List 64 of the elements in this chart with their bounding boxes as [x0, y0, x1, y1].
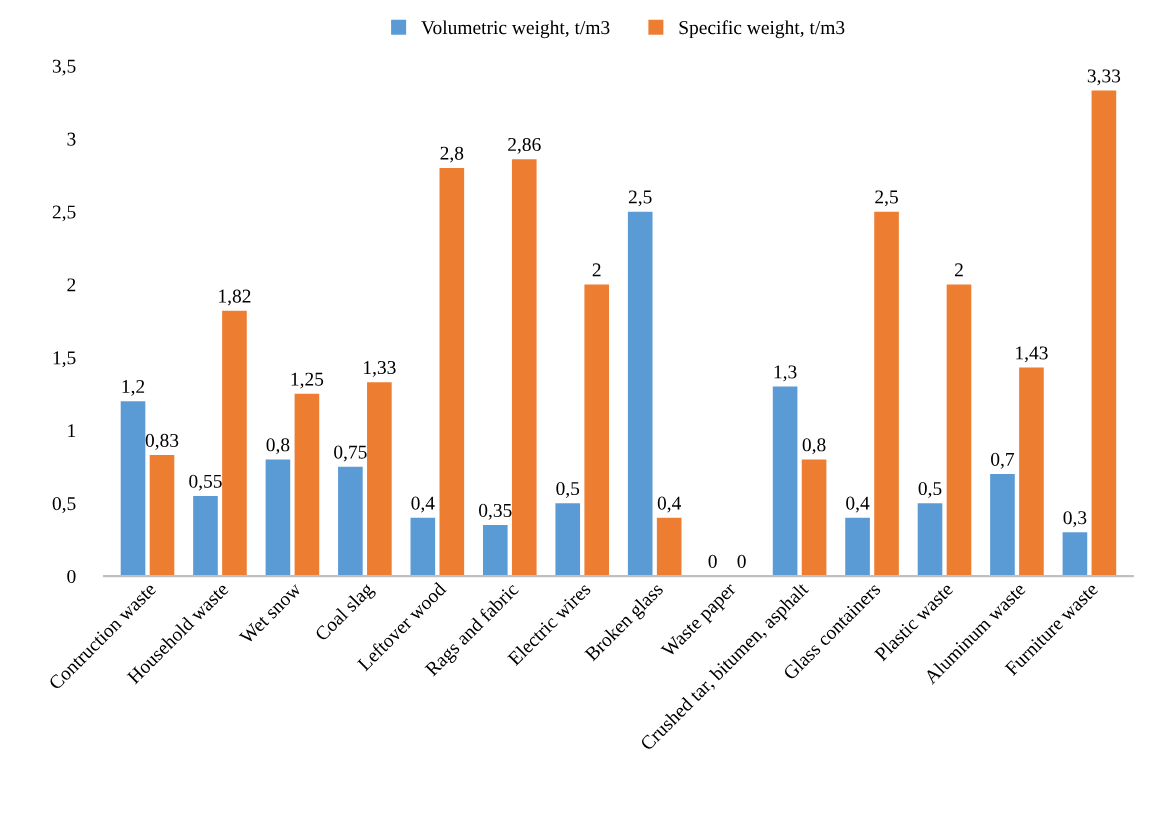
bar — [946, 284, 972, 577]
data-label: 0 — [737, 554, 746, 568]
bar — [338, 466, 363, 577]
bar — [584, 284, 610, 577]
legend-label: Volumetric weight, t/m3 — [421, 20, 610, 39]
bar — [772, 386, 798, 577]
bar — [917, 503, 943, 577]
data-label: 1,33 — [364, 361, 396, 377]
bar — [410, 517, 436, 577]
bar — [1062, 532, 1088, 577]
data-label: 0,8 — [802, 438, 826, 455]
bar — [1091, 90, 1117, 577]
data-label: 2 — [592, 263, 601, 277]
bar — [1019, 367, 1044, 577]
data-label: 0,75 — [334, 445, 367, 462]
data-label: 2,5 — [628, 190, 652, 207]
bar — [120, 401, 146, 577]
bar — [193, 495, 218, 577]
data-label: 0,5 — [556, 481, 580, 498]
data-label: 0,35 — [479, 503, 512, 520]
data-label: 0,4 — [657, 496, 682, 513]
legend-label: Specific weight, t/m3 — [679, 20, 845, 39]
y-tick-label: 1,5 — [53, 351, 76, 368]
data-label: 1,3 — [774, 365, 797, 382]
data-label: 0,83 — [145, 433, 179, 450]
y-tick-label: 2,5 — [52, 205, 76, 222]
bar — [656, 517, 682, 577]
data-label: 2,5 — [875, 190, 898, 207]
data-label: 0 — [708, 554, 717, 568]
bar — [555, 503, 581, 577]
data-label: 1,2 — [122, 379, 145, 396]
bar — [265, 459, 291, 577]
data-label: 0,4 — [411, 496, 435, 513]
data-label: 2,86 — [508, 137, 541, 154]
data-label: 3,33 — [1087, 69, 1121, 86]
data-label: 1,25 — [291, 372, 324, 389]
y-tick-label: 1 — [68, 424, 76, 438]
data-label: 0,8 — [266, 438, 290, 455]
bar — [990, 474, 1015, 577]
bar — [801, 459, 827, 577]
data-label: 0,7 — [991, 452, 1015, 469]
y-tick-label: 0,5 — [52, 497, 76, 513]
data-label: 0,3 — [1063, 511, 1087, 528]
data-label: 0,4 — [846, 496, 870, 513]
bar — [222, 310, 247, 577]
bar — [149, 455, 175, 577]
bar — [294, 393, 320, 577]
y-tick-label: 3 — [67, 132, 76, 146]
data-label: 2,8 — [440, 146, 464, 163]
bar — [439, 167, 465, 577]
bar — [845, 517, 870, 577]
y-tick-label: 3,5 — [52, 59, 76, 76]
bar — [367, 382, 392, 577]
data-label: 0,55 — [189, 474, 222, 491]
data-label: 1,43 — [1016, 346, 1048, 363]
bar — [482, 525, 508, 577]
y-tick-label: 2 — [67, 278, 76, 292]
y-tick-label: 0 — [67, 569, 76, 584]
data-label: 2 — [954, 263, 963, 277]
data-label: 1,82 — [219, 289, 251, 306]
data-label: 0,5 — [918, 481, 942, 498]
bar — [627, 211, 653, 577]
bar — [511, 159, 537, 577]
bar — [874, 211, 899, 577]
